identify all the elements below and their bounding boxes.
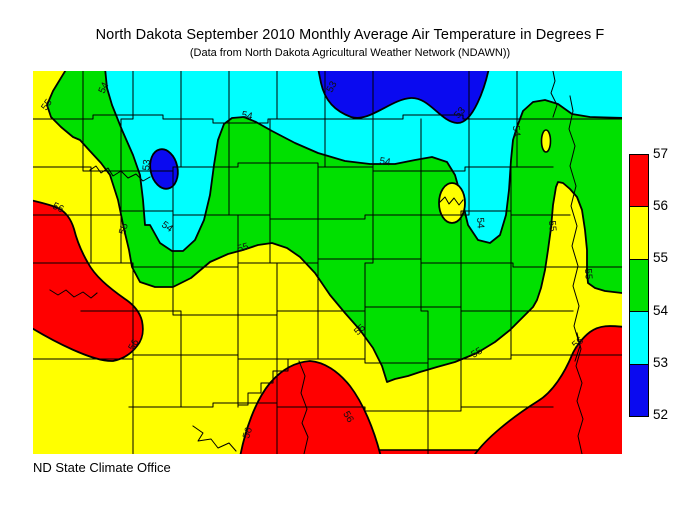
- contour-label: 53: [325, 79, 340, 94]
- contour-label: 56: [51, 201, 66, 216]
- credit-text: ND State Climate Office: [33, 460, 171, 475]
- colorbar-tick: 55: [653, 250, 669, 266]
- contour-label: 56: [241, 426, 255, 440]
- colorbar-segments: [630, 155, 648, 417]
- contour-label: 54: [510, 125, 522, 137]
- colorbar-tick: 57: [653, 146, 669, 161]
- region-blue-west-oval: [149, 148, 179, 190]
- page-title: North Dakota September 2010 Monthly Aver…: [95, 27, 605, 43]
- region-cyan-north: [104, 71, 622, 252]
- colorbar-tick: 56: [653, 198, 669, 214]
- contour-label: 54: [474, 217, 486, 229]
- colorbar-segment: [630, 364, 648, 417]
- region-blue-north-lobe: [317, 71, 490, 124]
- contour-label: 55: [582, 268, 594, 280]
- colorbar-segment: [630, 259, 648, 313]
- contour-label: 54: [241, 110, 254, 123]
- contour-label: 54: [97, 80, 112, 95]
- colorbar: [629, 154, 649, 417]
- colorbar-segment: [630, 312, 648, 365]
- temperature-contour-map: 55 54 53 54 55 56 56 55 54 53 53 54 54 54 55 55 55 55 56 56…: [33, 71, 622, 454]
- colorbar-segment: [630, 207, 648, 260]
- page-subtitle: (Data from North Dakota Agricultural Wea…: [189, 47, 511, 59]
- contour-label: 54: [379, 156, 392, 169]
- contour-label: 55: [236, 241, 250, 255]
- colorbar-segment: [630, 155, 648, 208]
- region-yellow-east-dot: [540, 129, 552, 153]
- colorbar-tick-labels: 57 56 55 54 53 52: [653, 146, 693, 422]
- contour-label: 55: [117, 222, 131, 236]
- contour-label: 55: [546, 220, 558, 232]
- contour-label: 53: [141, 159, 153, 171]
- contour-label: 56: [340, 410, 355, 426]
- region-red-west-blob: [33, 199, 144, 362]
- colorbar-tick: 52: [653, 407, 669, 422]
- colorbar-tick: 53: [653, 354, 669, 370]
- contour-label: 56: [127, 337, 142, 353]
- colorbar-tick: 54: [653, 302, 669, 318]
- county-boundaries: [33, 71, 622, 454]
